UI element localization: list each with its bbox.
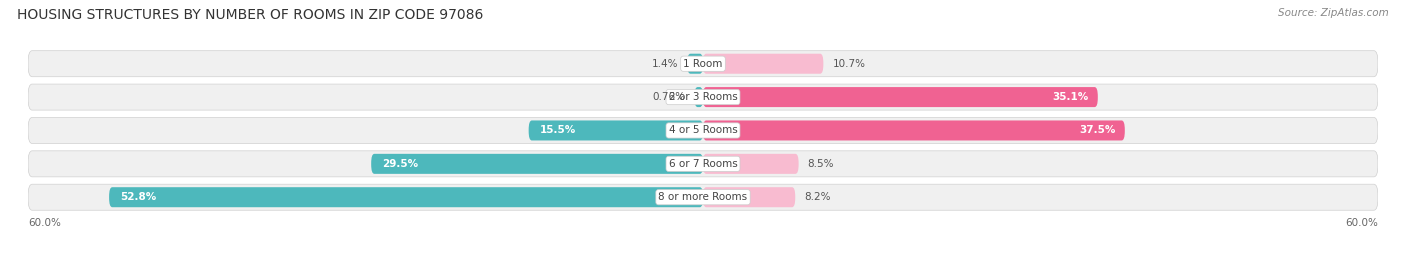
Text: 60.0%: 60.0% [28, 218, 60, 228]
FancyBboxPatch shape [371, 154, 703, 174]
Text: 37.5%: 37.5% [1080, 125, 1116, 136]
FancyBboxPatch shape [688, 54, 703, 74]
FancyBboxPatch shape [28, 84, 1378, 110]
FancyBboxPatch shape [28, 184, 1378, 210]
Text: HOUSING STRUCTURES BY NUMBER OF ROOMS IN ZIP CODE 97086: HOUSING STRUCTURES BY NUMBER OF ROOMS IN… [17, 8, 484, 22]
Text: 15.5%: 15.5% [540, 125, 576, 136]
Text: 52.8%: 52.8% [121, 192, 156, 202]
FancyBboxPatch shape [529, 121, 703, 140]
FancyBboxPatch shape [703, 121, 1125, 140]
Text: 8.5%: 8.5% [807, 159, 834, 169]
Text: 6 or 7 Rooms: 6 or 7 Rooms [669, 159, 737, 169]
Text: 29.5%: 29.5% [382, 159, 419, 169]
Text: 2 or 3 Rooms: 2 or 3 Rooms [669, 92, 737, 102]
Text: 1.4%: 1.4% [652, 59, 678, 69]
Text: 4 or 5 Rooms: 4 or 5 Rooms [669, 125, 737, 136]
FancyBboxPatch shape [703, 87, 1098, 107]
Text: 8 or more Rooms: 8 or more Rooms [658, 192, 748, 202]
FancyBboxPatch shape [28, 118, 1378, 143]
Text: 0.76%: 0.76% [652, 92, 686, 102]
FancyBboxPatch shape [28, 151, 1378, 177]
FancyBboxPatch shape [110, 187, 703, 207]
FancyBboxPatch shape [703, 54, 824, 74]
FancyBboxPatch shape [28, 51, 1378, 77]
Text: Source: ZipAtlas.com: Source: ZipAtlas.com [1278, 8, 1389, 18]
Text: 10.7%: 10.7% [832, 59, 865, 69]
FancyBboxPatch shape [703, 187, 796, 207]
Text: 60.0%: 60.0% [1346, 218, 1378, 228]
Text: 1 Room: 1 Room [683, 59, 723, 69]
Text: 35.1%: 35.1% [1053, 92, 1088, 102]
FancyBboxPatch shape [695, 87, 703, 107]
FancyBboxPatch shape [703, 154, 799, 174]
Text: 8.2%: 8.2% [804, 192, 831, 202]
